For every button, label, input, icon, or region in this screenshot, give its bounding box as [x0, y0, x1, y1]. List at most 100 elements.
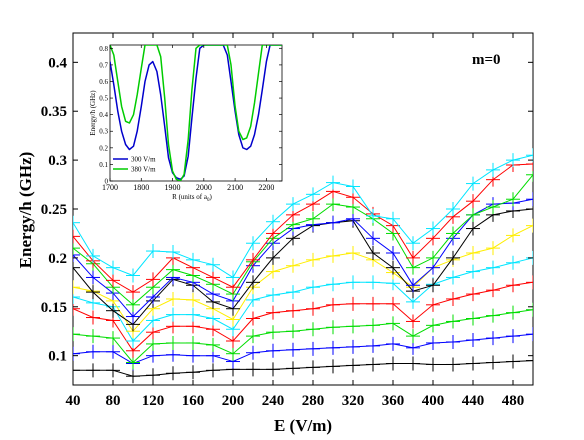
data-point — [346, 358, 360, 373]
series-line-5 — [73, 257, 533, 342]
data-point — [186, 319, 200, 334]
data-point — [406, 356, 420, 371]
inset-y-tick-label: 0.5 — [99, 95, 108, 103]
data-point — [166, 245, 180, 260]
data-point — [466, 207, 480, 222]
x-tick-label: 240 — [262, 393, 285, 409]
data-point — [526, 218, 533, 233]
data-point — [366, 246, 380, 260]
data-point — [506, 153, 520, 168]
data-point — [406, 340, 420, 355]
data-point — [186, 365, 200, 380]
data-point — [86, 363, 100, 378]
inset-x-axis-label-main: R (units of a — [172, 193, 208, 201]
data-point — [246, 311, 260, 326]
x-tick-label: 40 — [66, 393, 81, 409]
data-point — [306, 187, 320, 202]
data-point — [346, 319, 360, 334]
data-point — [226, 334, 240, 348]
data-point — [326, 215, 340, 230]
y-tick-label: 0.3 — [48, 153, 67, 169]
data-point — [126, 285, 140, 300]
series-line-3 — [73, 309, 533, 364]
data-point — [306, 360, 320, 375]
data-point — [466, 194, 480, 209]
data-point — [106, 303, 120, 318]
inset-x-tick-label: 2000 — [196, 183, 212, 192]
data-point — [326, 175, 340, 190]
data-point — [86, 329, 100, 344]
data-point — [486, 260, 500, 275]
data-point — [86, 248, 100, 263]
data-point — [306, 280, 320, 295]
data-point — [446, 250, 460, 265]
data-point — [526, 327, 533, 342]
series-line-9 — [73, 174, 533, 306]
data-point — [526, 167, 533, 182]
m-zero-annotation: m=0 — [472, 52, 501, 68]
data-point — [386, 260, 400, 275]
data-point — [146, 348, 160, 363]
inset-x-axis-label-sub: 0 — [207, 198, 210, 203]
data-point — [246, 236, 260, 251]
data-point — [73, 363, 80, 378]
data-point — [446, 226, 460, 241]
inset-legend-label: 300 V/m — [131, 156, 156, 164]
data-point — [186, 348, 200, 363]
data-point — [106, 344, 120, 359]
data-point — [366, 231, 380, 246]
data-point — [326, 277, 340, 292]
x-tick-label: 80 — [106, 393, 121, 409]
data-point — [73, 241, 80, 256]
y-tick-label: 0.4 — [48, 55, 67, 71]
data-point — [466, 264, 480, 279]
data-point — [266, 250, 280, 265]
data-point — [73, 229, 80, 244]
series-line-10 — [73, 163, 533, 293]
data-point — [386, 316, 400, 331]
data-point — [166, 347, 180, 362]
data-point — [506, 278, 520, 293]
data-point — [326, 197, 340, 212]
data-point — [346, 179, 360, 194]
data-point — [486, 200, 500, 215]
data-point — [446, 202, 460, 216]
data-point — [73, 280, 80, 295]
data-point — [166, 366, 180, 381]
inset-legend-label: 380 V/m — [131, 166, 156, 174]
data-point — [246, 345, 260, 360]
inset-axes: 1700 1800 1900 2000 2100 2200 0 0.1 0.2 0.3 0.4 0.5… — [99, 45, 282, 192]
data-point — [426, 335, 440, 350]
inset-series-line-2 — [110, 45, 282, 181]
x-tick-label: 200 — [222, 393, 245, 409]
data-point — [526, 275, 533, 290]
data-point — [166, 291, 180, 306]
data-point — [386, 356, 400, 371]
data-point — [306, 322, 320, 337]
inset-legend: 300 V/m 380 V/m — [113, 156, 156, 174]
data-point — [286, 197, 300, 212]
data-point — [73, 247, 80, 262]
data-point — [426, 357, 440, 372]
data-point — [526, 192, 533, 207]
inset-x-tick-label: 1700 — [102, 183, 118, 192]
data-point — [326, 320, 340, 335]
data-point — [86, 310, 100, 325]
y-tick-label: 0.2 — [48, 251, 67, 267]
data-point — [73, 215, 80, 230]
data-point — [286, 258, 300, 273]
data-point — [106, 331, 120, 346]
data-point — [466, 356, 480, 371]
data-point — [73, 260, 80, 275]
data-point — [486, 241, 500, 256]
data-point — [446, 314, 460, 329]
inset-y-tick-label: 0.6 — [99, 78, 108, 86]
data-point — [466, 311, 480, 326]
inset-x-tick-label: 2100 — [227, 183, 243, 192]
data-point — [446, 357, 460, 372]
inset-y-tick-label: 0.1 — [99, 161, 108, 169]
y-tick-label: 0.15 — [41, 300, 67, 316]
inset-y-tick-label: 0.3 — [99, 128, 108, 136]
data-point — [73, 346, 80, 361]
data-point — [166, 307, 180, 322]
